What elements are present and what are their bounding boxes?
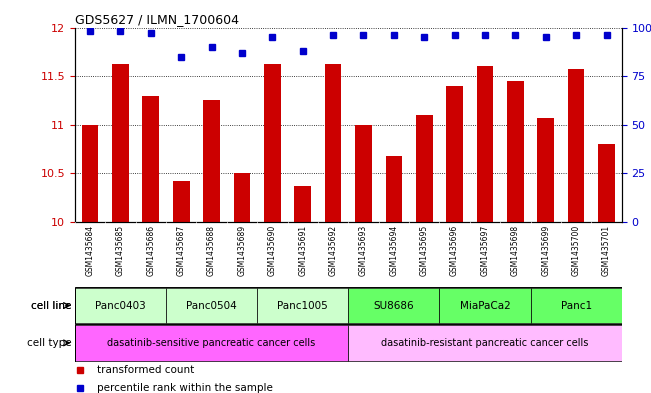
Text: GSM1435686: GSM1435686 <box>146 225 156 276</box>
Text: GSM1435699: GSM1435699 <box>541 225 550 276</box>
Bar <box>325 64 341 222</box>
Text: GSM1435700: GSM1435700 <box>572 225 581 276</box>
Bar <box>385 156 402 222</box>
Text: GSM1435692: GSM1435692 <box>329 225 338 276</box>
Bar <box>143 95 159 222</box>
Text: GSM1435690: GSM1435690 <box>268 225 277 276</box>
Bar <box>203 101 220 222</box>
Text: cell line: cell line <box>31 301 72 310</box>
Bar <box>416 115 432 222</box>
Text: Panc0504: Panc0504 <box>186 301 237 310</box>
Text: SU8686: SU8686 <box>374 301 414 310</box>
Text: transformed count: transformed count <box>97 365 194 375</box>
Bar <box>75 288 166 323</box>
Bar <box>355 125 372 222</box>
Text: Panc1005: Panc1005 <box>277 301 328 310</box>
Bar <box>477 66 493 222</box>
Text: GSM1435685: GSM1435685 <box>116 225 125 276</box>
Text: Panc1: Panc1 <box>561 301 592 310</box>
Text: dasatinib-resistant pancreatic cancer cells: dasatinib-resistant pancreatic cancer ce… <box>381 338 589 348</box>
Text: GSM1435688: GSM1435688 <box>207 225 216 275</box>
Text: GSM1435689: GSM1435689 <box>238 225 247 276</box>
Bar <box>598 144 615 222</box>
Bar <box>173 181 189 222</box>
Bar <box>439 288 531 323</box>
Text: Panc0403: Panc0403 <box>95 301 146 310</box>
Text: GSM1435691: GSM1435691 <box>298 225 307 276</box>
Text: GSM1435697: GSM1435697 <box>480 225 490 276</box>
Text: GSM1435701: GSM1435701 <box>602 225 611 276</box>
Text: GSM1435694: GSM1435694 <box>389 225 398 276</box>
Bar <box>348 288 439 323</box>
Bar <box>75 325 348 361</box>
Text: percentile rank within the sample: percentile rank within the sample <box>97 383 273 393</box>
Bar <box>294 186 311 222</box>
Bar <box>568 69 585 222</box>
Bar <box>446 86 463 222</box>
Text: cell type: cell type <box>27 338 72 348</box>
Bar <box>82 125 98 222</box>
Bar <box>257 288 348 323</box>
Bar <box>112 64 129 222</box>
Bar <box>537 118 554 222</box>
Text: GSM1435693: GSM1435693 <box>359 225 368 276</box>
Bar <box>348 325 622 361</box>
Bar <box>264 64 281 222</box>
Bar <box>166 288 257 323</box>
Text: MiaPaCa2: MiaPaCa2 <box>460 301 510 310</box>
Text: GDS5627 / ILMN_1700604: GDS5627 / ILMN_1700604 <box>75 13 239 26</box>
Text: GSM1435696: GSM1435696 <box>450 225 459 276</box>
Text: GSM1435698: GSM1435698 <box>511 225 520 276</box>
Text: cell line: cell line <box>31 301 72 310</box>
Bar <box>234 173 250 222</box>
Text: GSM1435684: GSM1435684 <box>85 225 94 276</box>
Text: dasatinib-sensitive pancreatic cancer cells: dasatinib-sensitive pancreatic cancer ce… <box>107 338 316 348</box>
Bar <box>531 288 622 323</box>
Text: GSM1435695: GSM1435695 <box>420 225 429 276</box>
Text: GSM1435687: GSM1435687 <box>176 225 186 276</box>
Bar <box>507 81 523 222</box>
